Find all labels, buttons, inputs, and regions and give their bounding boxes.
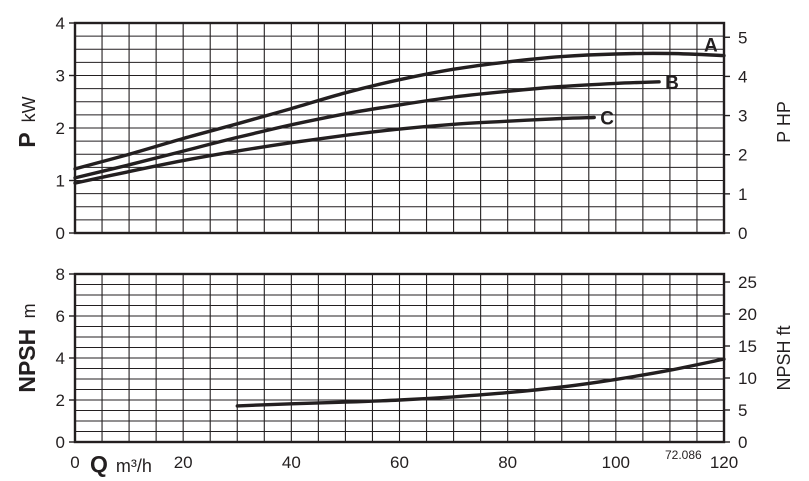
npsh-right-tick-label: 0	[738, 433, 747, 452]
power-axis-title-letter: P	[14, 133, 40, 148]
power-axis-title-unit: kW	[19, 96, 39, 122]
npsh-right-tick-label: 10	[738, 369, 757, 388]
npsh-ft-axis-title: NPSH ft	[774, 325, 794, 390]
npsh-x-tick-label: 80	[498, 453, 517, 472]
reference-code: 72.086	[665, 448, 702, 462]
power-left-tick-label: 3	[56, 67, 65, 86]
npsh-right-tick-label: 20	[738, 305, 757, 324]
power-curve-a	[73, 51, 726, 171]
flow-axis-title-unit: m³/h	[116, 456, 152, 476]
power-curve-c-label: C	[600, 109, 614, 130]
power-left-tick-label: 2	[56, 119, 65, 138]
npsh-x-tick-label: 60	[390, 453, 409, 472]
power-curve-c	[73, 115, 596, 185]
power-left-tick-label: 4	[56, 14, 65, 33]
npsh-right-tick-label: 5	[738, 401, 747, 420]
npsh-x-tick-label: 0	[70, 453, 79, 472]
npsh-left-tick-label: 8	[56, 265, 65, 284]
flow-axis-title-letter: Q	[90, 451, 108, 477]
npsh-left-tick-label: 4	[56, 349, 65, 368]
power-curve-b-label: B	[665, 73, 679, 94]
power-right-tick-label: 4	[738, 67, 747, 86]
npsh-x-tick-label: 40	[282, 453, 301, 472]
npsh-right-tick-label: 25	[738, 273, 757, 292]
power-left-tick-label: 0	[56, 224, 65, 243]
power-left-tick-label: 1	[56, 172, 65, 191]
power-right-tick-label: 1	[738, 185, 747, 204]
npsh-axis-title-unit: m	[19, 303, 39, 318]
power-axis-title-main: P kW	[14, 96, 40, 147]
power-panel: 0 1 2 3 4 0 1 2 3 4 5 A B C	[56, 14, 748, 243]
npsh-left-tick-label: 6	[56, 307, 65, 326]
npsh-left-tick-label: 2	[56, 391, 65, 410]
power-right-tick-label: 5	[738, 28, 747, 47]
npsh-left-tick-label: 0	[56, 433, 65, 452]
npsh-axis-title-word: NPSH	[14, 329, 40, 393]
power-right-tick-label: 3	[738, 107, 747, 126]
power-right-tick-label: 2	[738, 146, 747, 165]
flow-axis-title: Q m³/h	[90, 451, 152, 477]
npsh-axis-title-main: NPSH m	[14, 303, 40, 392]
power-curve-a-label: A	[704, 36, 718, 57]
npsh-x-tick-label: 120	[710, 453, 738, 472]
npsh-x-tick-label: 20	[174, 453, 193, 472]
power-right-tick-label: 0	[738, 224, 747, 243]
power-hp-axis-title: P HP	[774, 101, 794, 143]
power-curve-b	[73, 80, 661, 180]
npsh-x-tick-label: 100	[602, 453, 630, 472]
npsh-right-tick-label: 15	[738, 337, 757, 356]
npsh-curve	[235, 357, 726, 408]
